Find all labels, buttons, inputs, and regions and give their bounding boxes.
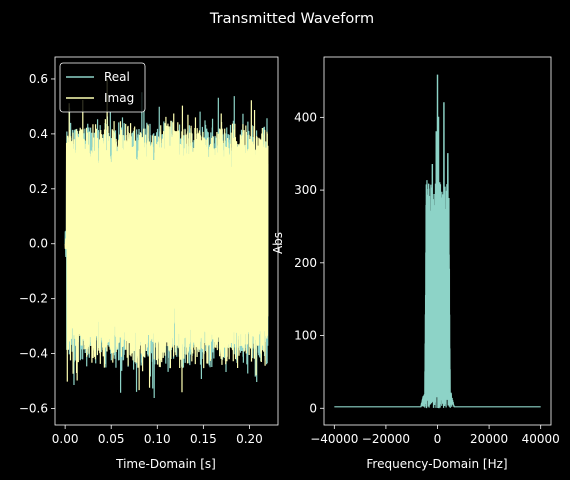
figure-title: Transmitted Waveform xyxy=(209,11,374,27)
freq-ytick-label: 200 xyxy=(294,256,317,270)
time-ytick-label: −0.4 xyxy=(19,347,48,361)
freq-xtick-label: −40000 xyxy=(310,432,358,446)
time-domain-axes: 0.00 0.05 0.10 0.15 0.20 −0.6 −0.4 −0.2 0.0 0.2 0.… xyxy=(19,56,279,471)
freq-ytick-label: 400 xyxy=(294,110,317,124)
freq-ytick-label: 300 xyxy=(294,183,317,197)
legend-label-imag: Imag xyxy=(104,91,134,105)
time-ytick-label: 0.0 xyxy=(29,237,48,251)
time-domain-xlabel: Time-Domain [s] xyxy=(115,457,216,471)
freq-ytick-label: 0 xyxy=(309,401,317,415)
time-ytick-label: 0.2 xyxy=(29,182,48,196)
time-ytick-label: 0.6 xyxy=(29,72,48,86)
time-ytick-label: 0.4 xyxy=(29,127,48,141)
time-xtick-label: 0.10 xyxy=(144,432,171,446)
time-domain-plot-area xyxy=(64,79,269,398)
freq-xtick-label: 0 xyxy=(434,432,442,446)
time-xtick-label: 0.00 xyxy=(52,432,79,446)
frequency-domain-ylabel: Abs xyxy=(271,232,285,254)
legend: Real Imag xyxy=(59,62,146,113)
frequency-domain-plot-area xyxy=(334,74,541,409)
frequency-domain-axes: −40000 −20000 0 20000 40000 0 100 200 300 400 Fre… xyxy=(271,56,560,471)
time-xtick-label: 0.20 xyxy=(236,432,263,446)
freq-ytick-label: 100 xyxy=(294,329,317,343)
freq-xtick-label: 20000 xyxy=(470,432,508,446)
spectrum-line xyxy=(334,74,541,409)
frequency-domain-xlabel: Frequency-Domain [Hz] xyxy=(366,457,507,471)
freq-xtick-label: 40000 xyxy=(522,432,560,446)
time-domain-frame xyxy=(54,56,279,426)
time-domain-ticks: 0.00 0.05 0.10 0.15 0.20 −0.6 −0.4 −0.2 0.0 0.2 0.… xyxy=(19,72,263,446)
time-xtick-label: 0.15 xyxy=(190,432,217,446)
frequency-domain-ticks: −40000 −20000 0 20000 40000 0 100 200 300 400 xyxy=(294,110,560,446)
time-ytick-label: −0.2 xyxy=(19,292,48,306)
time-ytick-label: −0.6 xyxy=(19,402,48,416)
time-xtick-label: 0.05 xyxy=(98,432,125,446)
freq-xtick-label: −20000 xyxy=(362,432,410,446)
series-line-imag xyxy=(64,79,269,393)
legend-label-real: Real xyxy=(104,70,130,84)
legend-box xyxy=(59,62,146,113)
